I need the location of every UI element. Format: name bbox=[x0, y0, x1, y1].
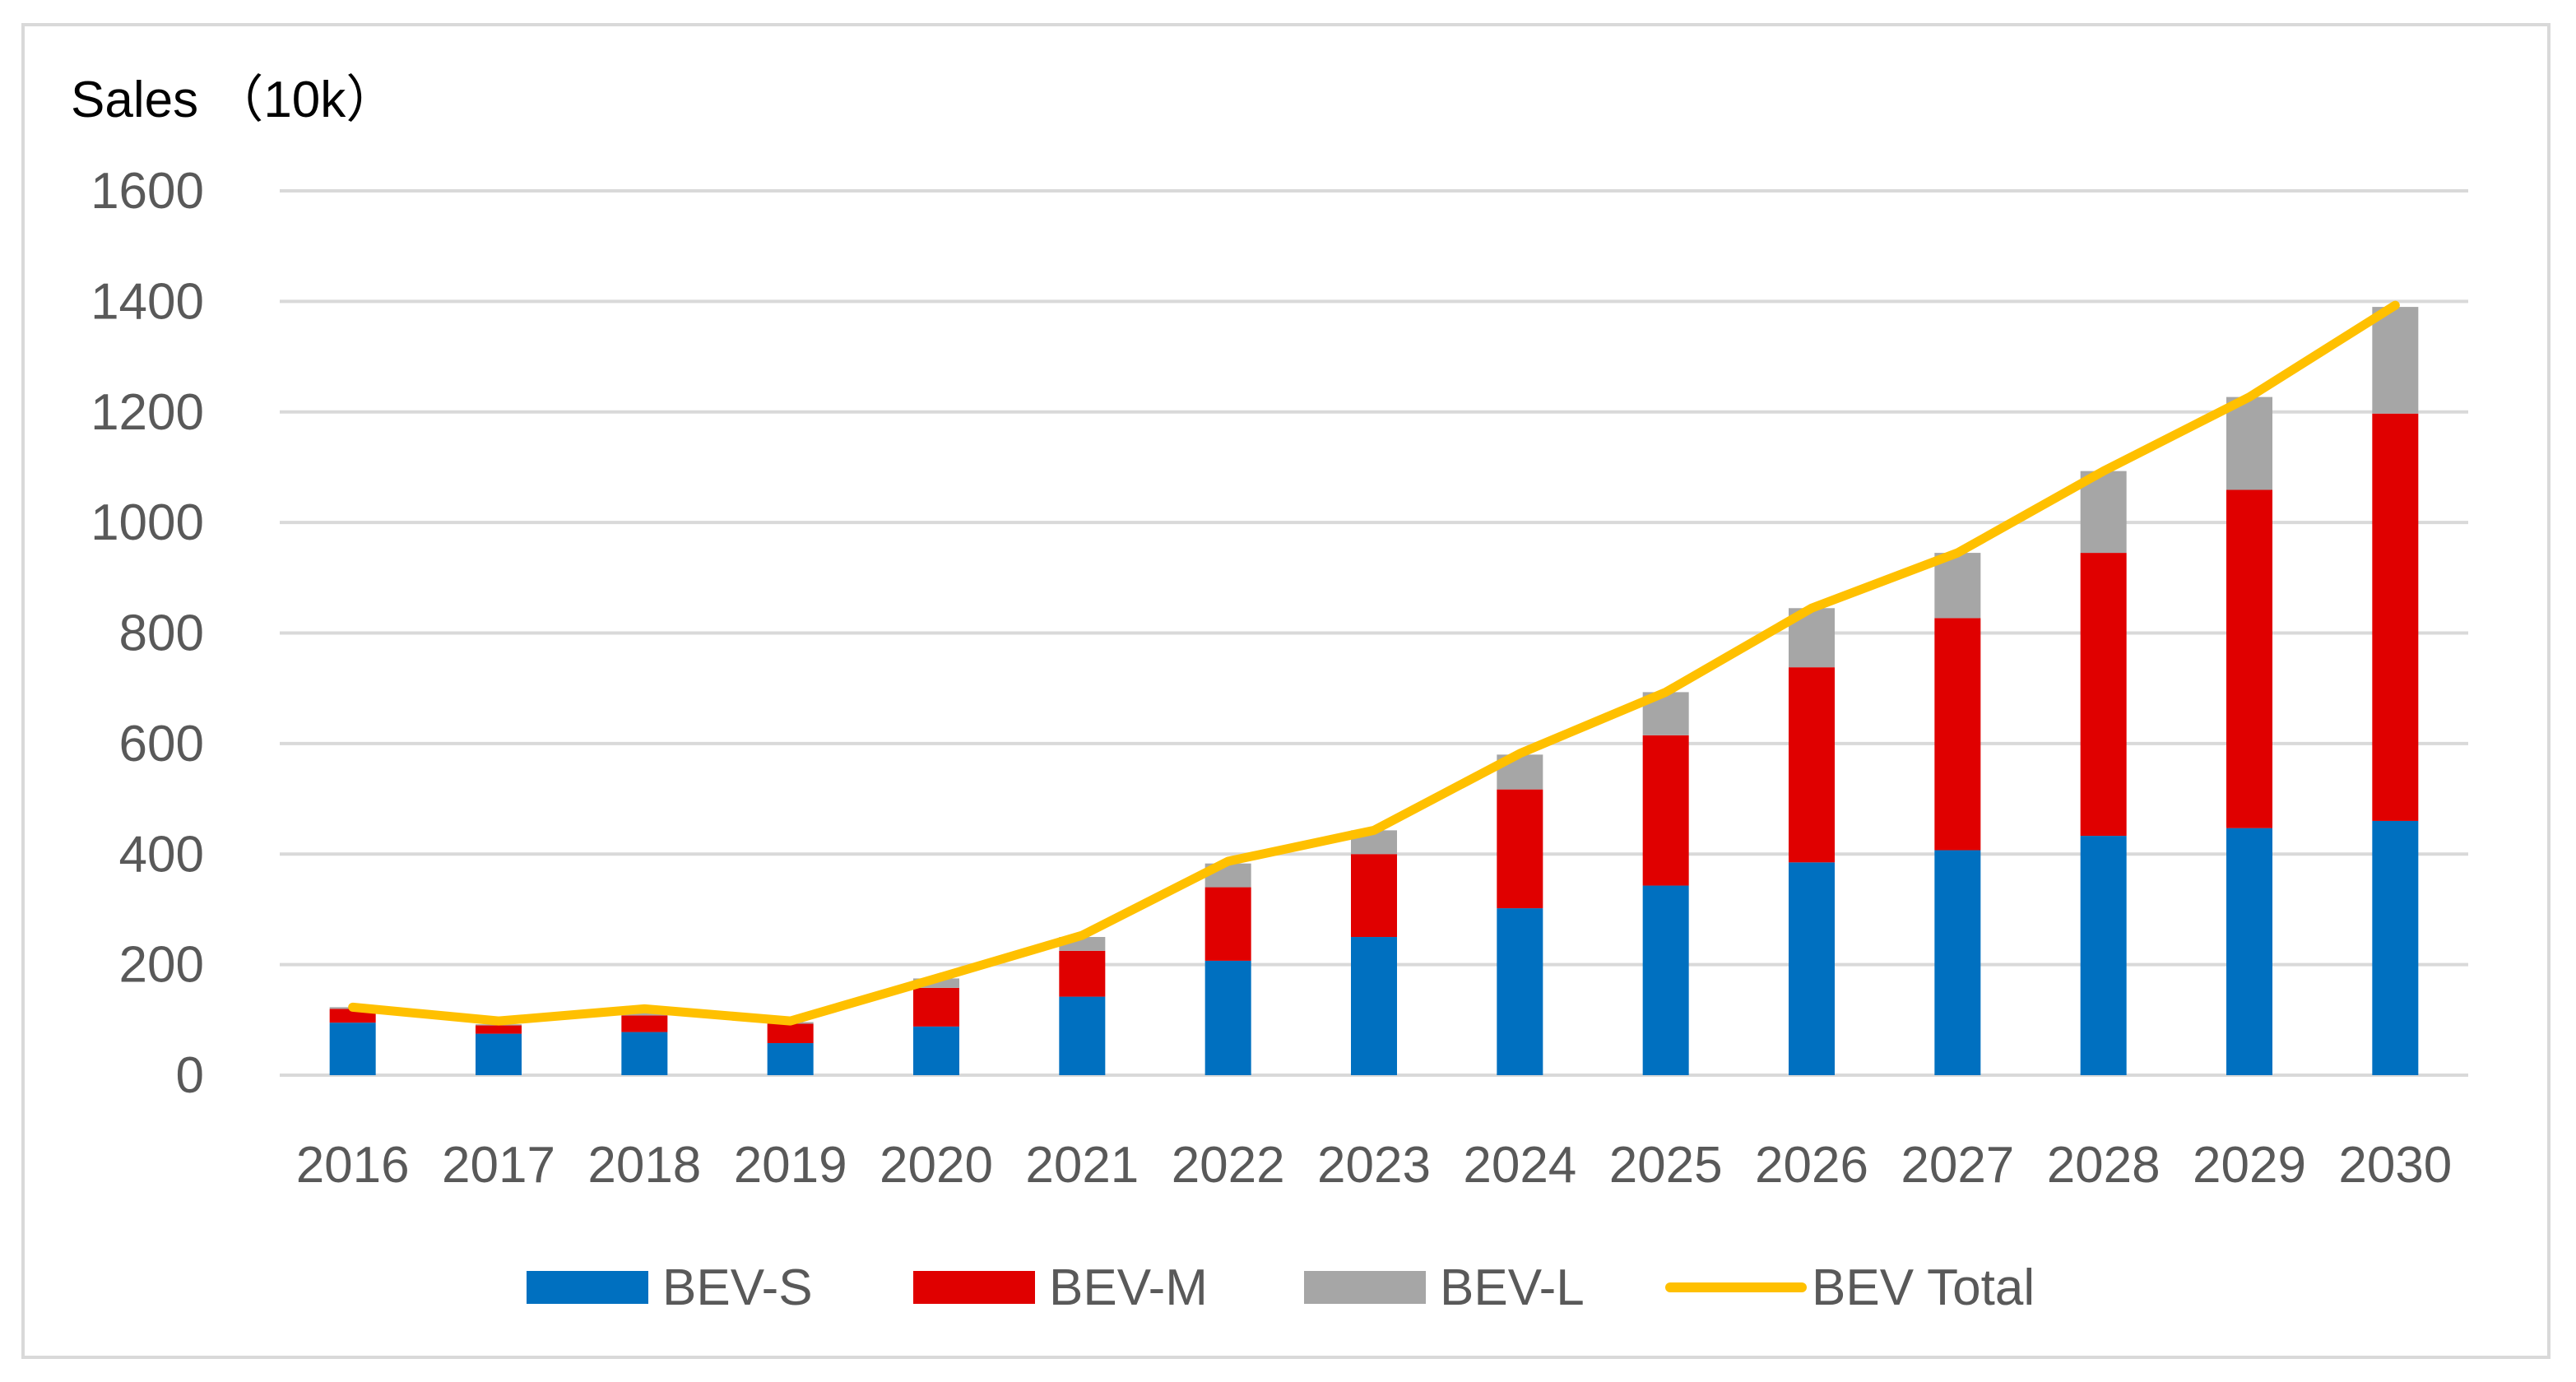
bar-bev-s-2023 bbox=[1351, 937, 1397, 1075]
bar-bev-s-2017 bbox=[476, 1033, 522, 1075]
y-tick-label-1000: 1000 bbox=[91, 494, 204, 551]
bar-bev-m-2022 bbox=[1204, 887, 1251, 961]
bar-bev-m-2020 bbox=[913, 987, 959, 1027]
bar-bev-m-2019 bbox=[767, 1023, 814, 1044]
y-axis-ticks: 0 200 400 600 800 1000 1200 1400 1600 bbox=[91, 163, 204, 1104]
bar-bev-s-2025 bbox=[1642, 885, 1689, 1075]
x-tick-label-2024: 2024 bbox=[1463, 1137, 1576, 1194]
bar-bev-l-2030 bbox=[2372, 307, 2419, 414]
bar-bev-s-2022 bbox=[1204, 960, 1251, 1075]
chart-title: Sales （10k） bbox=[71, 72, 397, 128]
y-tick-label-600: 600 bbox=[119, 716, 204, 772]
series-line-bev-total bbox=[348, 300, 2400, 1026]
bar-bev-m-2017 bbox=[476, 1025, 522, 1034]
legend-label-bev-l: BEV-L bbox=[1440, 1259, 1585, 1316]
chart-frame: Sales （10k） 0 200 400 600 800 1000 1200 1400 160… bbox=[21, 23, 2550, 1359]
x-tick-label-2022: 2022 bbox=[1172, 1137, 1285, 1194]
legend-swatch-bev-l bbox=[1304, 1271, 1426, 1304]
bar-bev-m-2018 bbox=[621, 1015, 668, 1032]
y-tick-label-800: 800 bbox=[119, 605, 204, 662]
bar-bev-m-2028 bbox=[2080, 553, 2127, 837]
legend: BEV-S BEV-M BEV-L BEV Total bbox=[527, 1259, 2035, 1316]
legend-swatch-bev-s bbox=[527, 1271, 648, 1304]
x-axis-ticks: 2016 2017 2018 2019 2020 2021 2022 2023 2024 2025… bbox=[296, 1137, 2453, 1194]
x-tick-label-2021: 2021 bbox=[1025, 1137, 1139, 1194]
x-tick-label-2018: 2018 bbox=[587, 1137, 701, 1194]
bar-bev-m-2030 bbox=[2372, 413, 2419, 821]
bar-bev-s-2024 bbox=[1497, 908, 1543, 1075]
x-tick-label-2016: 2016 bbox=[296, 1137, 410, 1194]
bar-bev-m-2027 bbox=[1934, 618, 1981, 851]
bar-bev-m-2029 bbox=[2226, 489, 2272, 828]
y-tick-label-200: 200 bbox=[119, 937, 204, 994]
bar-bev-m-2025 bbox=[1642, 735, 1689, 886]
y-tick-label-400: 400 bbox=[119, 826, 204, 883]
y-tick-label-1400: 1400 bbox=[91, 273, 204, 330]
legend-label-bev-s: BEV-S bbox=[662, 1259, 813, 1316]
x-tick-label-2026: 2026 bbox=[1755, 1137, 1868, 1194]
x-tick-label-2025: 2025 bbox=[1609, 1137, 1723, 1194]
bar-bev-s-2030 bbox=[2372, 820, 2419, 1075]
gridlines bbox=[280, 189, 2468, 1077]
chart-svg: Sales （10k） 0 200 400 600 800 1000 1200 1400 160… bbox=[71, 72, 2468, 1316]
legend-label-bev-m: BEV-M bbox=[1049, 1259, 1208, 1316]
bar-bev-s-2027 bbox=[1934, 850, 1981, 1075]
bar-bev-s-2016 bbox=[329, 1023, 376, 1075]
bar-bev-l-2029 bbox=[2226, 397, 2272, 490]
x-tick-label-2020: 2020 bbox=[880, 1137, 993, 1194]
bar-bev-m-2023 bbox=[1351, 854, 1397, 938]
y-tick-label-1200: 1200 bbox=[91, 384, 204, 441]
x-tick-label-2019: 2019 bbox=[734, 1137, 847, 1194]
bar-bev-s-2018 bbox=[621, 1032, 668, 1075]
x-tick-label-2023: 2023 bbox=[1317, 1137, 1431, 1194]
y-tick-label-1600: 1600 bbox=[91, 163, 204, 220]
legend-swatch-bev-m bbox=[913, 1271, 1035, 1304]
x-tick-label-2029: 2029 bbox=[2193, 1137, 2306, 1194]
bar-bev-l-2018 bbox=[621, 1013, 668, 1016]
bar-stacks bbox=[329, 307, 2419, 1075]
x-tick-label-2027: 2027 bbox=[1901, 1137, 2014, 1194]
bar-bev-m-2026 bbox=[1789, 667, 1835, 863]
x-tick-label-2028: 2028 bbox=[2047, 1137, 2161, 1194]
x-tick-label-2017: 2017 bbox=[442, 1137, 555, 1194]
bar-bev-m-2024 bbox=[1497, 789, 1543, 909]
legend-label-bev-total: BEV Total bbox=[1812, 1259, 2035, 1316]
y-tick-label-0: 0 bbox=[176, 1047, 204, 1104]
bar-bev-s-2026 bbox=[1789, 862, 1835, 1075]
bar-bev-m-2021 bbox=[1059, 950, 1106, 997]
bar-bev-s-2021 bbox=[1059, 996, 1106, 1075]
x-tick-label-2030: 2030 bbox=[2338, 1137, 2452, 1194]
bar-bev-s-2028 bbox=[2080, 836, 2127, 1075]
bar-bev-s-2019 bbox=[767, 1043, 814, 1075]
bar-bev-l-2027 bbox=[1934, 553, 1981, 619]
total-line bbox=[348, 300, 2400, 1026]
bar-bev-s-2020 bbox=[913, 1026, 959, 1075]
bar-bev-s-2029 bbox=[2226, 828, 2272, 1075]
